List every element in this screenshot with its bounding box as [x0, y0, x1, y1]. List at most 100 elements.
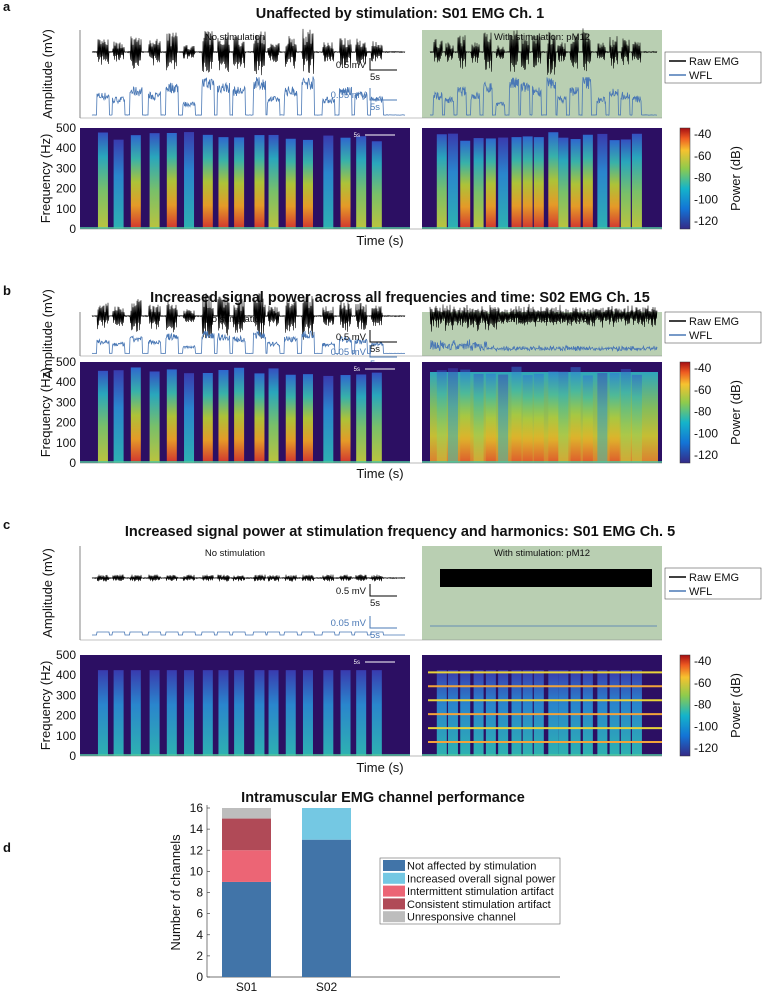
panel-a: a Unaffected by stimulation: S01 EMG Ch. … [3, 0, 762, 248]
frequency-axis-label: Frequency (Hz) [38, 368, 53, 458]
spectral-burst [631, 374, 642, 463]
bar-segment-S01-4 [222, 808, 271, 819]
spectral-burst [570, 367, 581, 463]
raw-scale-label: 0.5 mV [336, 60, 367, 71]
spectral-burst [473, 138, 484, 229]
spectral-burst [130, 670, 141, 756]
spectrogram-scale-label: 5s [354, 133, 360, 139]
spectral-burst [620, 368, 631, 463]
amplitude-axis-label: Amplitude (mV) [40, 289, 55, 379]
spectral-burst [323, 375, 334, 463]
spectral-burst [113, 370, 124, 463]
frequency-tick: 500 [56, 121, 76, 135]
spectral-burst [184, 670, 195, 756]
legend-label: Increased overall signal power [407, 873, 556, 885]
spectral-burst [485, 138, 496, 229]
power-axis-label: Power (dB) [728, 146, 743, 211]
spectral-burst [130, 135, 141, 229]
spectral-burst [323, 670, 334, 756]
raw-emg-trace [91, 574, 406, 582]
power-tick: -120 [694, 214, 718, 228]
raw-emg-trace [91, 293, 406, 340]
spectral-burst [218, 137, 229, 229]
spectral-burst [620, 139, 631, 229]
bar-chart-d: d Intramuscular EMG channel performance 0 2… [3, 790, 561, 994]
spectral-burst [436, 670, 447, 756]
spectral-burst [522, 670, 533, 756]
y-axis-label: Number of channels [168, 834, 183, 951]
spectral-burst [631, 670, 642, 756]
trace-legend [664, 51, 762, 84]
wfl-legend-label: WFL [689, 586, 712, 598]
spectral-burst [268, 134, 279, 229]
chart-title: Intramuscular EMG channel performance [241, 790, 525, 806]
spectral-burst [234, 367, 245, 463]
spectral-burst [285, 670, 296, 756]
bar-segment-S02-0 [302, 839, 351, 977]
spectral-burst [522, 375, 533, 463]
spectral-burst [302, 670, 313, 756]
raw-time-scale-label: 5s [370, 598, 380, 609]
spectral-burst [202, 134, 213, 229]
spectral-burst [582, 375, 593, 463]
legend-label: Unresponsive channel [407, 912, 516, 924]
spectral-burst [166, 670, 177, 756]
spectral-burst [533, 670, 544, 756]
wfl-scale-label: 0.05 mV [331, 90, 367, 101]
spectral-burst [113, 670, 124, 756]
spectral-burst [522, 136, 533, 229]
spectrogram-scale-label: 5s [354, 367, 360, 373]
spectral-burst [597, 372, 608, 463]
power-tick: -120 [694, 448, 718, 462]
spectral-burst [436, 134, 447, 229]
wfl-time-scale-label: 5s [370, 102, 380, 113]
spectral-burst [473, 373, 484, 463]
spectral-burst [436, 370, 447, 463]
frequency-tick: 500 [56, 648, 76, 662]
y-tick-label: 10 [190, 864, 204, 878]
stimulation-background [422, 30, 662, 118]
frequency-tick: 100 [56, 202, 76, 216]
amplitude-axis-label: Amplitude (mV) [40, 548, 55, 638]
bar-segment-S01-2 [222, 850, 271, 882]
spectral-burst [511, 670, 522, 756]
spectral-burst [302, 139, 313, 229]
wfl-trace [92, 631, 405, 636]
trace-legend [664, 311, 762, 344]
spectral-burst [460, 369, 471, 463]
spectral-burst [609, 670, 620, 756]
panel-letter: c [3, 517, 10, 532]
frequency-tick: 200 [56, 182, 76, 196]
spectral-burst [558, 371, 569, 463]
spectral-burst [548, 371, 559, 463]
raw-time-scale-label: 5s [370, 344, 380, 355]
spectral-burst [234, 137, 245, 229]
spectral-burst [254, 670, 265, 756]
spectral-burst [498, 137, 509, 229]
spectral-burst [254, 135, 265, 229]
y-tick-label: 8 [196, 886, 203, 900]
spectrogram-scale-label: 5s [354, 660, 360, 666]
raw-emg-trace [429, 304, 658, 332]
spectral-burst [97, 670, 108, 756]
power-tick: -120 [694, 741, 718, 755]
frequency-tick: 100 [56, 729, 76, 743]
spectral-burst [631, 133, 642, 229]
chart-legend [379, 857, 561, 925]
spectral-burst [447, 133, 458, 229]
power-tick: -40 [694, 127, 712, 141]
x-tick-label: S01 [236, 980, 258, 992]
wfl-legend-label: WFL [689, 70, 712, 82]
panel-title: Increased signal power at stimulation fr… [125, 524, 675, 540]
spectral-burst [97, 132, 108, 229]
legend-label: Not affected by stimulation [407, 861, 536, 873]
raw-scale-label: 0.5 mV [336, 332, 367, 343]
spectral-burst [184, 132, 195, 229]
spectral-burst [97, 370, 108, 463]
spectral-burst [184, 373, 195, 463]
power-tick: -100 [694, 192, 718, 206]
spectral-burst [597, 133, 608, 229]
spectral-burst [582, 670, 593, 756]
raw-scale-bar [369, 330, 397, 343]
spectral-burst [511, 366, 522, 463]
